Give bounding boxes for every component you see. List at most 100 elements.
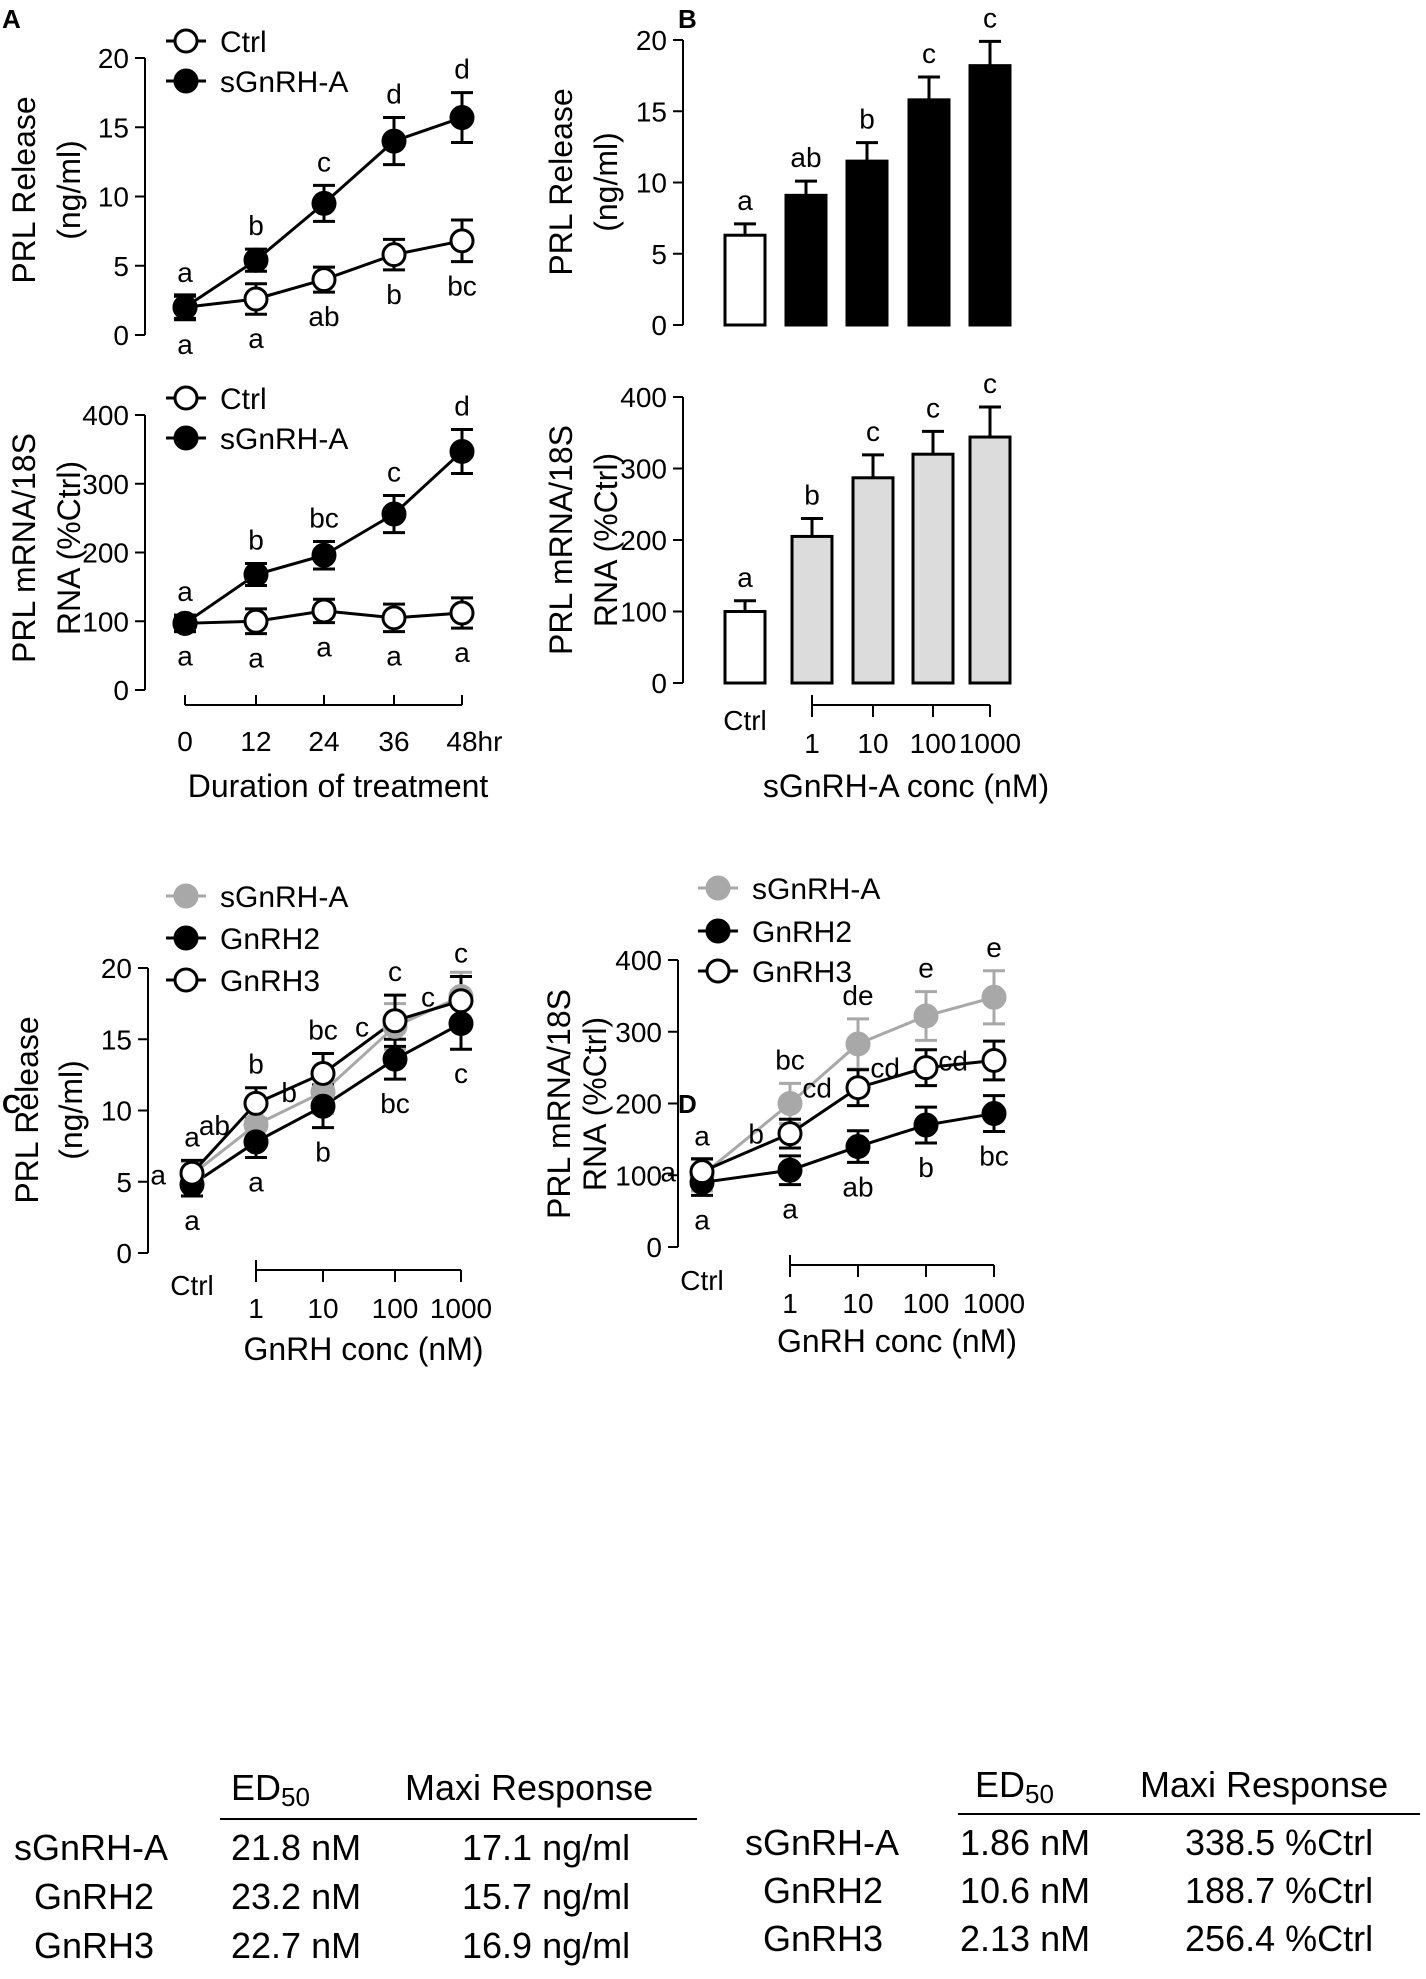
panel-c-sig-letter: ab bbox=[199, 1110, 230, 1141]
panel-b-bottom-bar bbox=[723, 610, 767, 685]
panel-c-y-tick-label: 10 bbox=[101, 1096, 132, 1127]
panel-c-legend-marker bbox=[173, 967, 199, 993]
panel-b-bottom-bar bbox=[790, 534, 834, 685]
panel-b-top-y-label-line: PRL Release bbox=[543, 88, 579, 275]
panel-b-top-sig-letter: ab bbox=[790, 142, 821, 173]
table-c-row-max: 17.1 ng/ml bbox=[462, 1827, 631, 1868]
panel-b-top-y-label: PRL Release (ng/ml) bbox=[543, 88, 624, 275]
panel-a-top-y-label: PRL Release (ng/ml) bbox=[6, 96, 87, 283]
panel-c-x-tick-label: 100 bbox=[372, 1293, 419, 1324]
panel-a-bottom-point bbox=[311, 542, 337, 568]
panel-d-y-label-line: PRL mRNA/18S bbox=[541, 989, 577, 1219]
panel-c-point bbox=[310, 1060, 336, 1086]
panel-b-bottom-sig-letter: a bbox=[737, 562, 753, 593]
panel-d-legend-label: sGnRH-A bbox=[752, 873, 880, 906]
panel-c-sig-letter: b bbox=[315, 1137, 331, 1168]
panel-c-point bbox=[448, 988, 474, 1014]
panel-d-x-tick-label: 10 bbox=[842, 1288, 873, 1319]
panel-b-bottom-y-label-line: PRL mRNA/18S bbox=[543, 425, 579, 655]
panel-d-point bbox=[913, 1003, 939, 1029]
panel-d-sig-letter: a bbox=[660, 1157, 676, 1188]
table-c-row-ed50: 21.8 nM bbox=[231, 1827, 362, 1868]
panel-d-point bbox=[981, 1047, 1007, 1073]
panel-c-point bbox=[179, 1160, 205, 1186]
panel-b-x-tick-label: Ctrl bbox=[723, 705, 767, 736]
panel-a-bottom-sig-letter: d bbox=[454, 390, 470, 421]
table-d-row-name: GnRH3 bbox=[763, 1918, 884, 1959]
panel-a-bottom-sig-letter: a bbox=[316, 632, 332, 663]
table-c-row-max: 16.9 ng/ml bbox=[462, 1925, 631, 1966]
panel-a-top-sig-letter: a bbox=[248, 323, 264, 354]
panel-c-legend-marker bbox=[173, 925, 199, 951]
panel-a-x-tick-label: 36 bbox=[378, 726, 409, 757]
panel-d-y-tick-label: 400 bbox=[615, 945, 662, 976]
panel-d-sig-letter: e bbox=[918, 953, 934, 984]
panel-d-sig-letter: cd bbox=[870, 1053, 900, 1084]
panel-c-y-tick-label: 5 bbox=[116, 1167, 132, 1198]
panel-a-bottom-sig-letter: a bbox=[248, 643, 264, 674]
panel-b-top-bar bbox=[784, 193, 828, 327]
panel-c-point bbox=[243, 1090, 269, 1116]
panel-a-bottom-sig-letter: a bbox=[177, 641, 193, 672]
panel-b-top-y-tick-label: 15 bbox=[636, 96, 667, 127]
panel-a-top-point bbox=[243, 247, 269, 273]
panel-c-point bbox=[382, 1046, 408, 1072]
panel-a-top-sig-letter: d bbox=[386, 79, 402, 110]
panel-b-bottom-sig-letter: c bbox=[866, 416, 880, 447]
table-d-row-max: 338.5 %Ctrl bbox=[1185, 1822, 1374, 1863]
panel-c-sig-letter: a bbox=[150, 1160, 166, 1191]
table-d-row-ed50: 10.6 nM bbox=[960, 1870, 1091, 1911]
panel-a-bottom-sig-letter: b bbox=[248, 525, 264, 556]
panel-d-sig-letter: a bbox=[694, 1120, 710, 1151]
panel-c-y-tick-label: 15 bbox=[101, 1024, 132, 1055]
panel-a-top-y-tick-label: 15 bbox=[98, 112, 129, 143]
panel-b-top-y-label-line: (ng/ml) bbox=[588, 132, 624, 232]
panel-a-bottom-sig-letter: a bbox=[177, 576, 193, 607]
panel-a-bottom-y-tick-label: 100 bbox=[82, 606, 129, 637]
panel-b-bottom-y-label-line: RNA (%Ctrl) bbox=[588, 453, 624, 627]
panel-a-bottom-point bbox=[311, 598, 337, 624]
table-d-rule bbox=[958, 1813, 1420, 1815]
panel-c-legend-label: sGnRH-A bbox=[220, 881, 348, 914]
table-c-row-name: GnRH2 bbox=[34, 1876, 155, 1917]
panel-a-top-point bbox=[172, 294, 198, 320]
panel-d-point bbox=[777, 1157, 803, 1183]
panel-d-x-tick-label: 1000 bbox=[963, 1288, 1025, 1319]
panel-a-top-point bbox=[449, 105, 475, 131]
panel-a-bottom-sig-letter: a bbox=[454, 637, 470, 668]
panel-d-sig-letter: ab bbox=[842, 1171, 873, 1202]
panel-label-d: D bbox=[678, 1089, 697, 1119]
panel-a-bottom-point bbox=[449, 600, 475, 626]
panel-c-legend-marker bbox=[173, 883, 199, 909]
panel-a-top-sig-letter: b bbox=[386, 279, 402, 310]
panel-c-sig-letter: c bbox=[421, 982, 435, 1013]
panel-c-sig-letter: c bbox=[355, 1011, 369, 1042]
panel-c-x-tick-label: 1 bbox=[248, 1293, 264, 1324]
panel-a-bottom-point bbox=[243, 608, 269, 634]
panel-d-point bbox=[777, 1091, 803, 1116]
table-d-max-header: Maxi Response bbox=[1140, 1764, 1389, 1805]
panel-d-legend-marker bbox=[705, 918, 731, 944]
panel-b-top-sig-letter: c bbox=[983, 2, 997, 33]
panel-b-bottom-bar bbox=[911, 452, 955, 685]
panel-c-y-label-line: PRL Release bbox=[9, 1016, 45, 1203]
panel-c-x-label: GnRH conc (nM) bbox=[243, 1331, 483, 1367]
table-d-row-ed50: 1.86 nM bbox=[960, 1822, 1091, 1863]
panel-d-x-tick-label: 1 bbox=[782, 1288, 798, 1319]
table-d-ed50-header: ED50 bbox=[975, 1764, 1054, 1809]
panel-a-top-y-label-line: PRL Release bbox=[6, 96, 42, 283]
panel-d-sig-letter: cd bbox=[802, 1073, 832, 1104]
panel-b-bottom-y-tick-label: 0 bbox=[651, 668, 667, 699]
panel-a-bottom-y-label: PRL mRNA/18S RNA (%Ctrl) bbox=[6, 433, 87, 663]
panel-d-y-tick-label: 200 bbox=[615, 1089, 662, 1120]
panel-a-x-tick-label: 12 bbox=[240, 726, 271, 757]
panel-d-point bbox=[845, 1075, 871, 1101]
panel-a-bottom-point bbox=[381, 501, 407, 527]
table-c-ed50-header: ED50 bbox=[231, 1767, 310, 1812]
panel-a-top-point bbox=[311, 190, 337, 216]
panel-a-bottom-point bbox=[243, 562, 269, 587]
panel-a-bottom-series-line bbox=[184, 450, 464, 625]
panel-c-sig-letter: c bbox=[454, 938, 468, 969]
panel-b-bottom-y-label: PRL mRNA/18S RNA (%Ctrl) bbox=[543, 425, 624, 655]
panel-b-x-tick-label: 1 bbox=[804, 728, 820, 759]
